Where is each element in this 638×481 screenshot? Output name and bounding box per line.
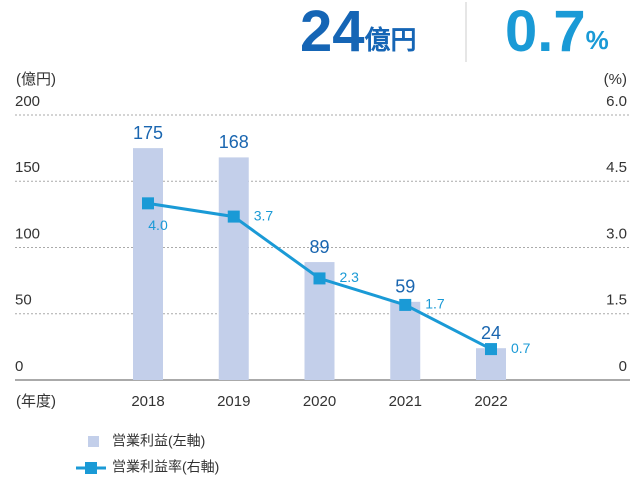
line-label: 1.7: [425, 296, 445, 312]
y2-tick-label: 1.5: [606, 292, 627, 309]
y2-tick-label: 3.0: [606, 225, 627, 242]
y-tick-label: 50: [15, 292, 32, 309]
legend-label: 営業利益率(右軸): [112, 459, 219, 475]
x-axis-label: (年度): [16, 393, 56, 410]
kpi-value: 0.7: [505, 0, 586, 64]
line-marker: [313, 272, 326, 285]
line-marker: [142, 197, 154, 210]
y-tick-label: 100: [15, 225, 40, 242]
bar-label: 89: [309, 237, 329, 257]
y2-axis-label: (%): [604, 71, 627, 88]
bar: [133, 148, 163, 380]
kpi-unit: 億円: [365, 25, 417, 55]
bar-label: 24: [481, 323, 501, 343]
line-marker: [399, 298, 412, 311]
x-tick-label: 2022: [474, 393, 507, 410]
legend-marker: [85, 462, 97, 474]
y2-tick-label: 4.5: [606, 159, 627, 176]
legend-label: 営業利益(左軸): [112, 433, 205, 449]
y-tick-label: 150: [15, 159, 40, 176]
line-marker: [227, 210, 240, 223]
legend-swatch: [88, 436, 99, 447]
line-label: 2.3: [340, 269, 360, 285]
line-marker: [485, 343, 497, 356]
line-label: 0.7: [511, 340, 531, 356]
x-tick-label: 2021: [389, 393, 422, 410]
y2-tick-label: 6.0: [606, 93, 627, 110]
bar-label: 175: [133, 123, 163, 143]
bar-label: 168: [219, 132, 249, 152]
line-label: 3.7: [254, 207, 274, 223]
x-tick-label: 2020: [303, 393, 336, 410]
y-tick-label: 0: [15, 358, 23, 375]
y-axis-label: (億円): [16, 71, 56, 88]
kpi: 0.7%: [505, 0, 609, 64]
bar-label: 59: [395, 277, 415, 297]
x-tick-label: 2018: [131, 393, 164, 410]
kpi-value: 24: [300, 0, 365, 64]
y2-tick-label: 0: [619, 358, 627, 375]
line-label: 4.0: [148, 217, 168, 233]
y-tick-label: 200: [15, 93, 40, 110]
kpi-unit: %: [586, 25, 609, 55]
bar: [218, 157, 249, 380]
kpi: 24億円: [300, 0, 417, 64]
bar: [390, 301, 421, 380]
x-tick-label: 2019: [217, 393, 250, 410]
